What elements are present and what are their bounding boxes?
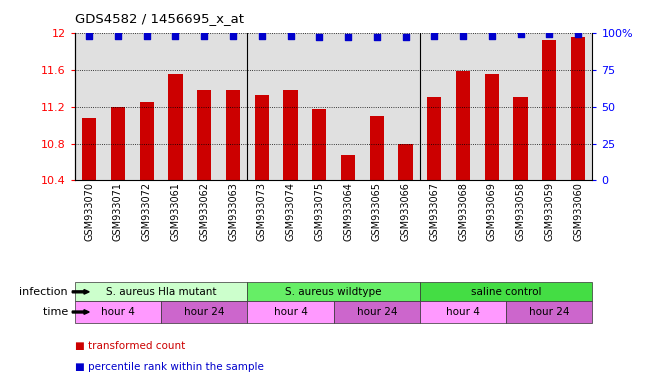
Text: hour 24: hour 24 — [184, 307, 225, 317]
Bar — [333, 33, 363, 180]
Point — [113, 33, 123, 39]
Text: ■ percentile rank within the sample: ■ percentile rank within the sample — [75, 362, 264, 372]
Text: hour 24: hour 24 — [357, 307, 397, 317]
Point — [256, 33, 267, 39]
Text: GDS4582 / 1456695_x_at: GDS4582 / 1456695_x_at — [75, 12, 244, 25]
Bar — [169, 74, 183, 180]
Bar — [542, 40, 557, 180]
Point — [314, 34, 324, 40]
Point — [343, 34, 353, 40]
Bar — [571, 37, 585, 180]
Bar — [341, 155, 355, 180]
Bar — [132, 33, 161, 180]
Text: S. aureus Hla mutant: S. aureus Hla mutant — [106, 287, 216, 297]
Bar — [104, 33, 132, 180]
Bar — [161, 33, 190, 180]
Bar — [82, 118, 96, 180]
Point — [400, 34, 411, 40]
Bar — [427, 97, 441, 180]
Point — [285, 33, 296, 39]
Bar — [484, 74, 499, 180]
Text: hour 24: hour 24 — [529, 307, 570, 317]
Point — [458, 33, 468, 39]
Bar — [370, 116, 384, 180]
Bar — [247, 33, 276, 180]
Point — [84, 33, 94, 39]
Bar — [139, 102, 154, 180]
Bar — [255, 96, 269, 180]
Text: saline control: saline control — [471, 287, 542, 297]
Point — [429, 33, 439, 39]
Bar — [506, 33, 535, 180]
Bar — [391, 33, 420, 180]
Bar — [197, 90, 212, 180]
Bar — [305, 33, 333, 180]
Text: hour 4: hour 4 — [101, 307, 135, 317]
Point — [372, 34, 382, 40]
Point — [516, 31, 526, 37]
Text: hour 4: hour 4 — [446, 307, 480, 317]
Point — [486, 33, 497, 39]
Bar — [564, 33, 592, 180]
Bar — [398, 144, 413, 180]
Point — [141, 33, 152, 39]
Text: ■ transformed count: ■ transformed count — [75, 341, 185, 351]
Bar — [477, 33, 506, 180]
Bar — [219, 33, 247, 180]
Bar — [111, 107, 125, 180]
Bar — [75, 33, 104, 180]
Bar — [276, 33, 305, 180]
Bar — [449, 33, 477, 180]
Bar — [190, 33, 219, 180]
Bar — [226, 90, 240, 180]
Text: S. aureus wildtype: S. aureus wildtype — [285, 287, 382, 297]
Bar — [420, 33, 449, 180]
Point — [171, 33, 181, 39]
Point — [573, 31, 583, 37]
Text: time: time — [43, 307, 72, 317]
Text: hour 4: hour 4 — [273, 307, 307, 317]
Point — [544, 31, 555, 37]
Bar — [535, 33, 564, 180]
Text: infection: infection — [20, 287, 72, 297]
Bar — [363, 33, 391, 180]
Point — [199, 33, 210, 39]
Bar — [312, 109, 326, 180]
Bar — [514, 97, 528, 180]
Bar — [283, 90, 298, 180]
Point — [228, 33, 238, 39]
Bar — [456, 71, 470, 180]
